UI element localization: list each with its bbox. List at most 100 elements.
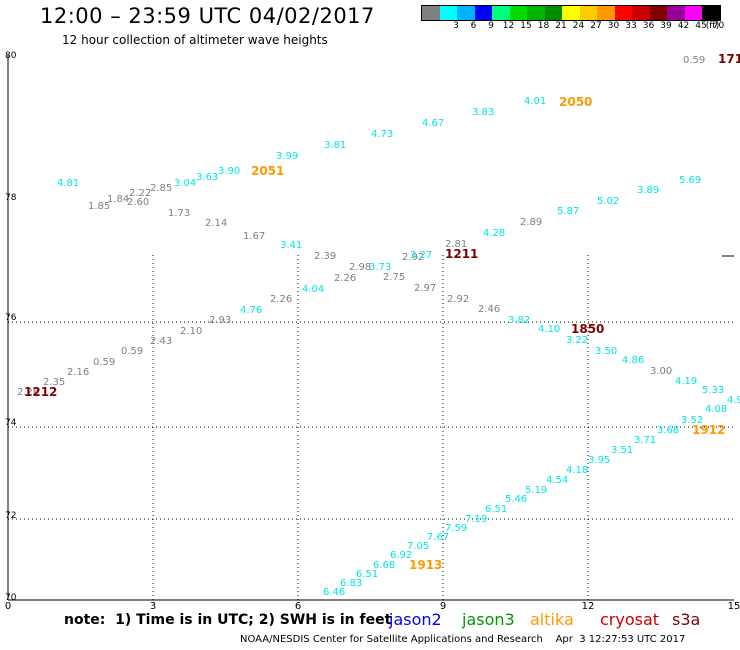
wave-height-value: 3.27 bbox=[410, 250, 432, 261]
x-tick-label: 9 bbox=[440, 601, 446, 612]
wave-height-value: 3.63 bbox=[196, 172, 218, 183]
wave-height-value: 4.73 bbox=[371, 129, 393, 140]
wave-height-value: 6.68 bbox=[373, 560, 395, 571]
wave-height-value: 5.02 bbox=[597, 196, 619, 207]
wave-height-value: 2.16 bbox=[67, 367, 89, 378]
pass-time-label: 1913 bbox=[409, 558, 442, 572]
pass-time-label: 2050 bbox=[559, 95, 592, 109]
x-tick-label: 6 bbox=[295, 601, 301, 612]
wave-height-value: 2.14 bbox=[205, 218, 227, 229]
wave-height-value: 2.81 bbox=[445, 239, 467, 250]
scale-label: 6 bbox=[470, 21, 477, 31]
scale-swatch bbox=[684, 6, 702, 20]
wave-height-value: 4.81 bbox=[57, 178, 79, 189]
scale-swatch bbox=[439, 6, 457, 20]
pass-time-label: 171 bbox=[718, 52, 740, 66]
wave-height-value: 4.01 bbox=[524, 96, 546, 107]
wave-height-value: 4.08 bbox=[705, 404, 727, 415]
wave-height-value: 2.39 bbox=[314, 251, 336, 262]
scale-label: 42 bbox=[677, 21, 690, 31]
scale-label: 3 bbox=[453, 21, 459, 31]
wave-height-value: 3.81 bbox=[324, 140, 346, 151]
wave-height-value: 4.19 bbox=[675, 376, 697, 387]
wave-height-value: 2.26 bbox=[270, 294, 292, 305]
wave-height-value: 2.35 bbox=[43, 377, 65, 388]
wave-height-value: 7.19 bbox=[465, 514, 487, 525]
pass-time-label: 2051 bbox=[251, 164, 284, 178]
wave-height-value: 7.05 bbox=[407, 541, 429, 552]
wave-height-value: 2.85 bbox=[150, 183, 172, 194]
scale-swatch bbox=[474, 6, 492, 20]
scale-label: 33 bbox=[625, 21, 637, 31]
wave-height-value: 4.18 bbox=[566, 465, 588, 476]
wave-height-value: 4.10 bbox=[538, 324, 560, 335]
wave-height-value: 2.98 bbox=[349, 262, 371, 273]
wave-height-value: 4.54 bbox=[546, 475, 568, 486]
wave-height-value: 5.87 bbox=[557, 206, 579, 217]
scale-swatch bbox=[422, 6, 440, 20]
wave-height-value: 6.92 bbox=[390, 550, 412, 561]
wave-height-value: 4.67 bbox=[422, 118, 444, 129]
wave-height-value: 2.10 bbox=[180, 326, 202, 337]
wave-height-value: 3.41 bbox=[280, 240, 302, 251]
scale-swatch bbox=[527, 6, 545, 20]
wave-height-value: 6.83 bbox=[340, 578, 362, 589]
page-title: 12:00 – 23:59 UTC 04/02/2017 bbox=[40, 4, 375, 28]
scale-swatch bbox=[457, 6, 475, 20]
x-tick-label: 15 bbox=[728, 601, 740, 612]
x-tick-label: 0 bbox=[5, 601, 11, 612]
scale-swatch bbox=[544, 6, 562, 20]
wave-height-value: 2.46 bbox=[478, 304, 500, 315]
wave-height-value: 6.46 bbox=[323, 587, 345, 598]
color-scale-bar bbox=[421, 5, 721, 21]
scale-label: 36 bbox=[642, 21, 655, 31]
wave-height-value: 2.92 bbox=[402, 252, 424, 263]
scale-swatch bbox=[579, 6, 597, 20]
wave-height-value: 3.83 bbox=[472, 107, 494, 118]
wave-height-value: 1.84 bbox=[107, 194, 129, 205]
scale-swatch bbox=[562, 6, 580, 20]
scale-swatch bbox=[492, 6, 510, 20]
wave-height-value: 2.43 bbox=[150, 336, 172, 347]
wave-height-value: 1.67 bbox=[243, 231, 265, 242]
wave-height-value: 3.68 bbox=[657, 425, 679, 436]
scale-swatch bbox=[632, 6, 650, 20]
pass-time-label: 1850 bbox=[571, 322, 604, 336]
scale-label: 12 bbox=[502, 21, 515, 31]
scale-label: 21 bbox=[555, 21, 567, 31]
wave-height-value: 4.86 bbox=[622, 355, 644, 366]
scale-swatch bbox=[614, 6, 632, 20]
wave-height-value: 7.67 bbox=[427, 532, 449, 543]
scale-label: 30 bbox=[607, 21, 620, 31]
wave-height-value: 2.22 bbox=[129, 188, 151, 199]
y-tick-label: 80 bbox=[5, 51, 17, 61]
legend-entry-altika: altika bbox=[530, 610, 574, 629]
credit-footer: NOAA/NESDIS Center for Satellite Applica… bbox=[240, 634, 686, 645]
scale-label: 9 bbox=[488, 21, 494, 31]
wave-height-value: 2.26 bbox=[17, 387, 39, 398]
y-tick-label: 74 bbox=[5, 418, 17, 428]
wave-height-value: 5.33 bbox=[702, 385, 724, 396]
y-tick-label: 78 bbox=[5, 193, 17, 203]
y-tick-label: 72 bbox=[5, 511, 16, 521]
wave-height-value: 3.52 bbox=[681, 415, 703, 426]
scale-swatch bbox=[509, 6, 527, 20]
legend-entry-jason3: jason3 bbox=[462, 610, 515, 629]
wave-height-value: 2.93 bbox=[209, 315, 231, 326]
wave-height-value: 0.59 bbox=[121, 346, 143, 357]
scale-swatch bbox=[667, 6, 685, 20]
wave-height-value: 0.59 bbox=[93, 357, 115, 368]
page-subtitle: 12 hour collection of altimeter wave hei… bbox=[62, 33, 328, 47]
scale-label: 15 bbox=[520, 21, 532, 31]
wave-height-value: 3.90 bbox=[218, 166, 240, 177]
y-tick-label: 76 bbox=[5, 313, 17, 323]
wave-height-value: 0.59 bbox=[683, 55, 705, 66]
wave-height-value: 5.69 bbox=[679, 175, 701, 186]
wave-height-value: 7.59 bbox=[445, 523, 467, 534]
x-tick-label: 3 bbox=[150, 601, 156, 612]
wave-height-value: 4.76 bbox=[240, 305, 262, 316]
wave-height-value: 2.89 bbox=[520, 217, 542, 228]
pass-time-label: 1912 bbox=[692, 423, 725, 437]
wave-height-value: 6.51 bbox=[356, 569, 378, 580]
